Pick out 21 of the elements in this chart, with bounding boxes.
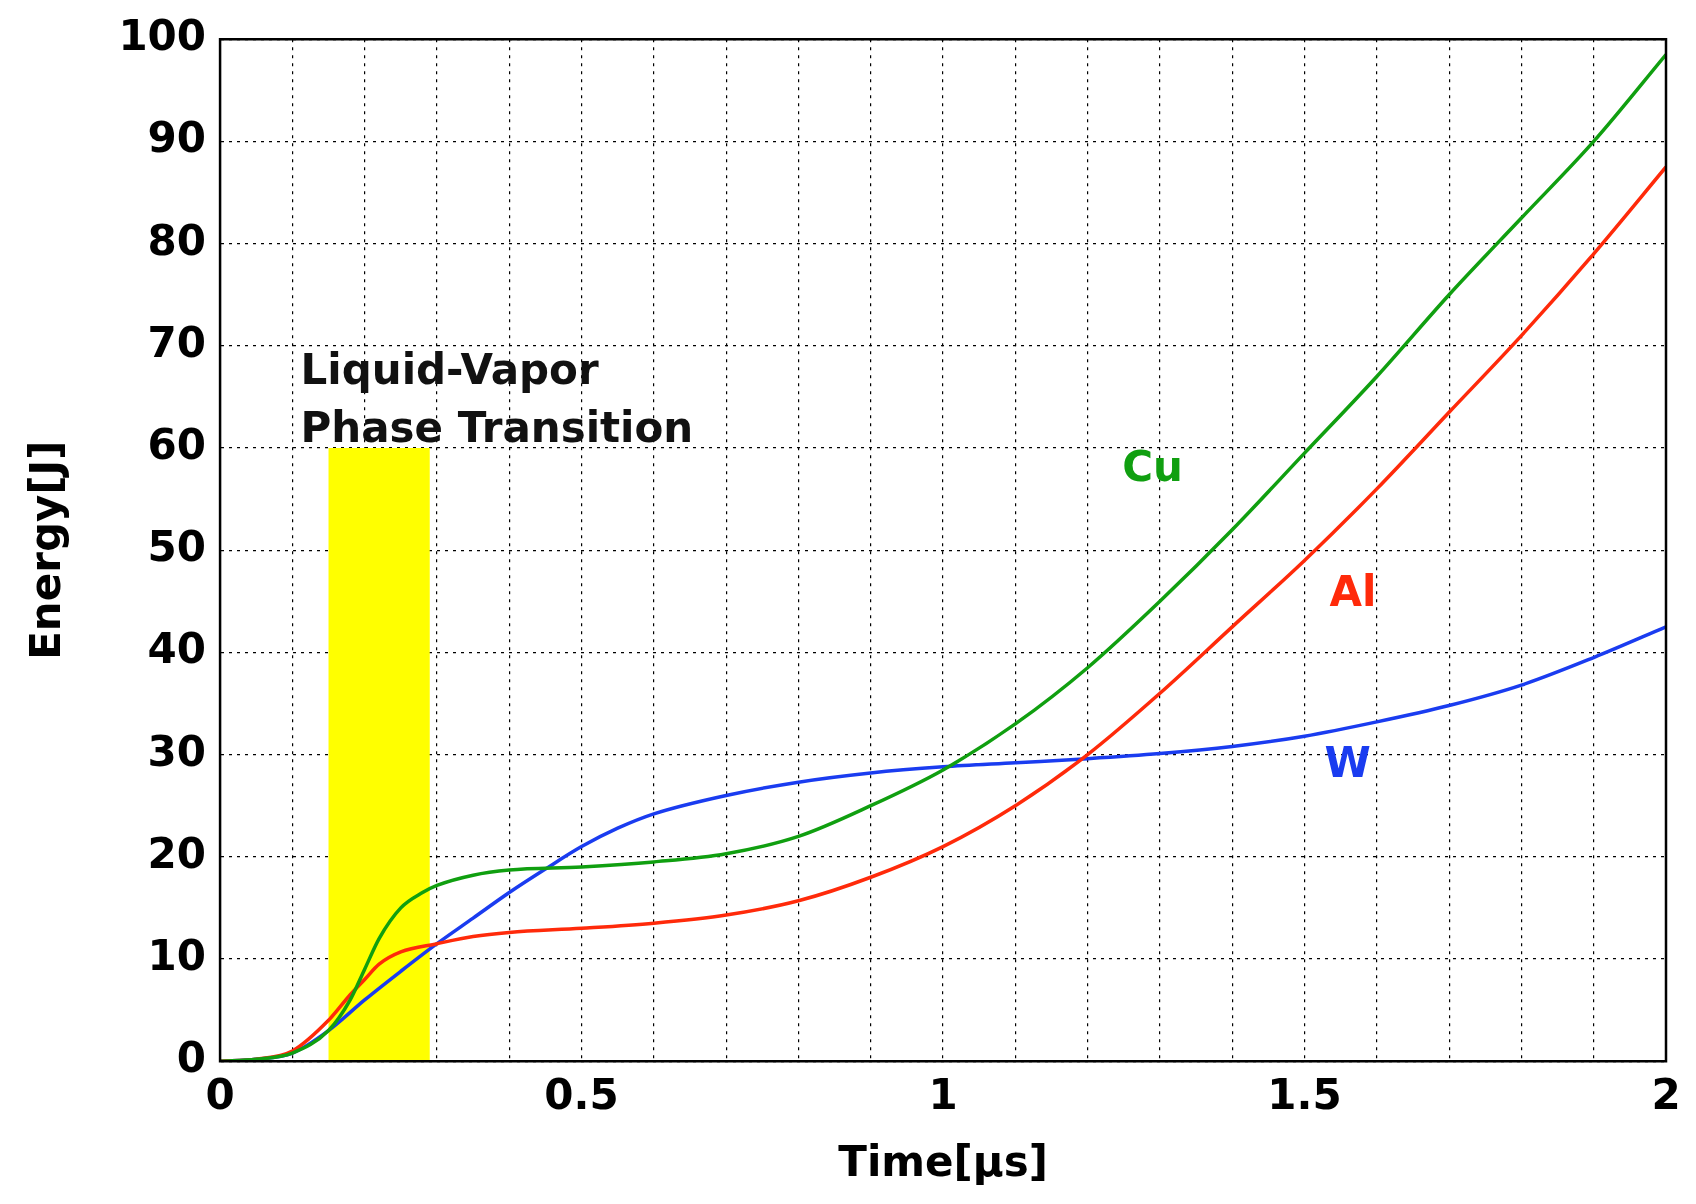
x-tick-label: 0.5 xyxy=(544,1070,619,1120)
y-axis-title: Energy[J] xyxy=(21,440,71,660)
y-tick-label: 10 xyxy=(147,930,207,980)
y-tick-label: 80 xyxy=(147,215,207,265)
x-tick-label: 1 xyxy=(928,1070,958,1120)
band-label: Liquid-Vapor Phase Transition xyxy=(300,345,694,452)
x-tick-label: 1.5 xyxy=(1267,1070,1342,1120)
y-tick-label: 60 xyxy=(147,419,207,469)
series-label: W xyxy=(1324,738,1371,788)
y-tick-label: 40 xyxy=(147,624,207,674)
y-tick-label: 100 xyxy=(118,11,207,61)
x-tick-label: 2 xyxy=(1651,1070,1681,1120)
series-label: Al xyxy=(1329,567,1377,617)
y-tick-label: 90 xyxy=(147,113,207,163)
x-axis-title: Time[μs] xyxy=(838,1136,1048,1186)
y-tick-label: 20 xyxy=(147,828,207,878)
y-tick-label: 30 xyxy=(147,726,207,776)
y-tick-label: 50 xyxy=(147,522,207,572)
y-tick-label: 0 xyxy=(176,1033,207,1083)
y-tick-label: 70 xyxy=(147,317,207,367)
series-label: Cu xyxy=(1122,441,1183,491)
